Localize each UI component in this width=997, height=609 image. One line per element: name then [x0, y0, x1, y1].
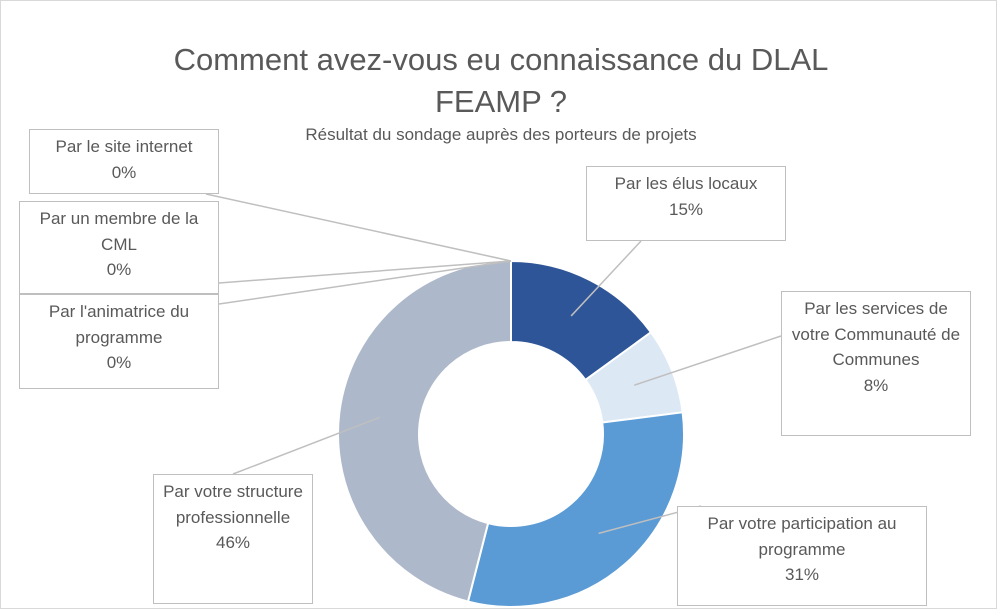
value-label: 0%	[106, 260, 132, 279]
data-label: Par votre structure professionnelle 46%	[153, 474, 313, 604]
value-label: 8%	[863, 375, 889, 395]
leader-line	[205, 193, 512, 262]
data-label: Par les services de votre Communauté de …	[781, 291, 971, 436]
chart-title: Comment avez-vous eu connaissance du DLA…	[173, 42, 829, 119]
category-label: Par les élus locaux	[614, 174, 758, 193]
data-label: Par le site internet 0%	[29, 129, 219, 194]
category-label: Par le site internet	[55, 137, 193, 156]
data-label: Par votre participation au programme 31%	[677, 506, 927, 606]
leader-line	[232, 416, 380, 475]
leader-line	[218, 260, 512, 284]
leader-line	[218, 260, 512, 305]
category-label: Par un membre de la CML	[39, 209, 199, 254]
donut-slice	[466, 411, 685, 608]
value-label: 0%	[111, 162, 137, 182]
category-label: Par l'animatrice du programme	[48, 302, 190, 347]
category-label: Par les services de votre Communauté de …	[791, 299, 961, 369]
category-label: Par votre structure professionnelle	[163, 482, 303, 527]
value-label: 0%	[106, 353, 132, 372]
leader-lines	[205, 193, 782, 535]
value-label: 15%	[668, 199, 704, 219]
leader-line	[633, 335, 782, 386]
leader-line	[570, 240, 642, 317]
data-label: Par un membre de la CML 0%	[19, 201, 219, 294]
donut-slice	[337, 259, 512, 603]
data-label: Par l'animatrice du programme 0%	[19, 294, 219, 389]
value-label: 31%	[784, 565, 820, 584]
data-label: Par les élus locaux 15%	[586, 166, 786, 241]
value-label: 46%	[215, 533, 251, 552]
chart-subtitle: Résultat du sondage auprès des porteurs …	[305, 125, 697, 144]
category-label: Par votre participation au programme	[707, 514, 897, 559]
